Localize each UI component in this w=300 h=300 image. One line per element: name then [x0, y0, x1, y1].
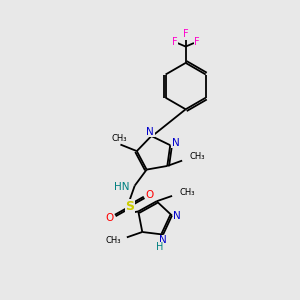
- Text: H: H: [156, 242, 164, 252]
- Text: N: N: [173, 211, 181, 220]
- Text: CH₃: CH₃: [179, 188, 195, 197]
- Text: N: N: [172, 138, 179, 148]
- Text: F: F: [172, 37, 177, 47]
- Text: CH₃: CH₃: [111, 134, 127, 142]
- Text: CH₃: CH₃: [106, 236, 122, 245]
- Text: CH₃: CH₃: [190, 152, 205, 160]
- Text: HN: HN: [114, 182, 130, 191]
- Text: O: O: [105, 213, 114, 223]
- Text: N: N: [159, 236, 167, 245]
- Text: N: N: [146, 127, 154, 137]
- Text: O: O: [146, 190, 154, 200]
- Text: F: F: [194, 37, 200, 47]
- Text: F: F: [183, 29, 188, 39]
- Text: S: S: [125, 200, 134, 213]
